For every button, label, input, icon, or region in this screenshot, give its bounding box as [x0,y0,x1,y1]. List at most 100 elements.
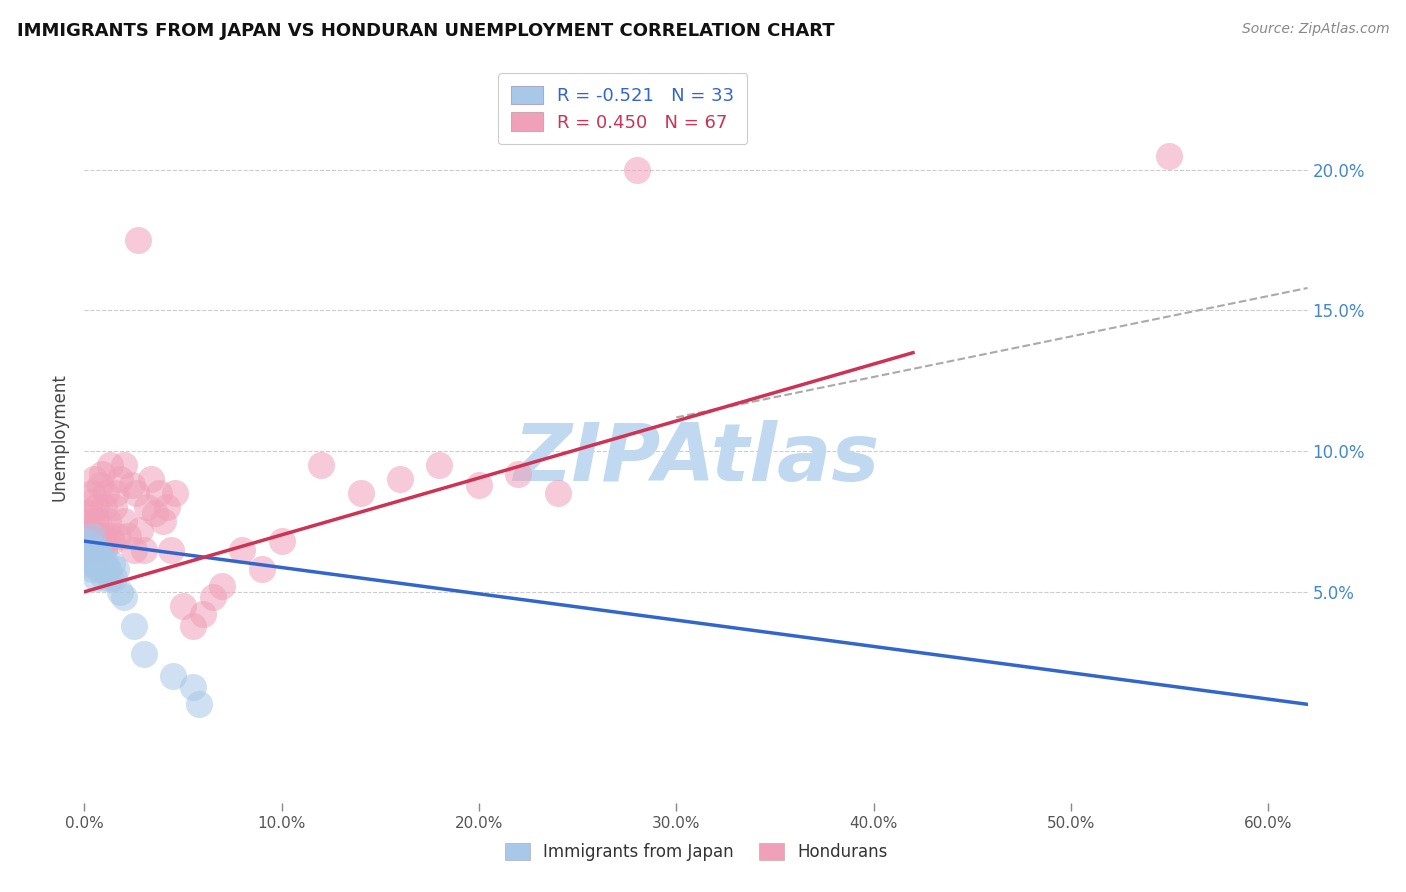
Point [181,618,204,632]
Point [191,607,214,622]
Point [132,542,155,557]
Point [93,571,115,585]
Point [79,528,101,542]
Point [83,528,105,542]
Point [349,486,371,500]
Point [77,534,100,549]
Point [82,486,104,500]
Point [82,562,104,576]
Point [97,562,120,576]
Point [122,618,145,632]
Point [77,523,100,537]
Point [103,571,125,585]
Point [93,557,115,571]
Point [94,557,117,571]
Point [152,515,174,529]
Point [98,571,121,585]
Point [389,472,412,486]
Point [231,542,253,557]
Point [181,681,204,695]
Point [108,472,131,486]
Point [84,500,107,515]
Point [94,486,117,500]
Point [82,534,104,549]
Point [75,528,97,542]
Point [84,542,107,557]
Point [87,542,110,557]
Point [77,506,100,520]
Point [83,542,105,557]
Point [98,528,121,542]
Point [75,534,97,549]
Point [172,599,194,613]
Point [270,534,292,549]
Point [121,478,143,492]
Point [97,515,120,529]
Point [141,472,163,486]
Text: ZIPAtlas: ZIPAtlas [513,420,879,498]
Point [165,486,187,500]
Point [103,500,125,515]
Point [87,534,110,549]
Point [127,233,149,247]
Point [101,534,124,549]
Point [124,486,146,500]
Point [132,647,155,661]
Point [508,467,530,481]
Point [547,486,569,500]
Point [108,584,131,599]
Point [79,542,101,557]
Point [145,506,167,520]
Point [83,557,105,571]
Point [156,500,179,515]
Point [136,500,159,515]
Point [89,557,111,571]
Point [112,458,135,473]
Point [309,458,332,473]
Point [93,542,115,557]
Point [82,523,104,537]
Point [89,542,111,557]
Point [84,515,107,529]
Point [91,551,114,566]
Point [1159,149,1181,163]
Point [91,528,114,542]
Point [79,495,101,509]
Point [468,478,491,492]
Y-axis label: Unemployment: Unemployment [51,373,69,501]
Point [128,523,150,537]
Point [87,515,110,529]
Text: IMMIGRANTS FROM JAPAN VS HONDURAN UNEMPLOYMENT CORRELATION CHART: IMMIGRANTS FROM JAPAN VS HONDURAN UNEMPL… [17,22,835,40]
Point [112,515,135,529]
Point [626,162,648,177]
Point [187,698,209,712]
Point [211,579,233,593]
Point [93,500,115,515]
Point [104,486,127,500]
Point [91,562,114,576]
Point [89,478,111,492]
Point [84,551,107,566]
Point [104,562,127,576]
Point [429,458,451,473]
Point [162,669,184,683]
Point [84,571,107,585]
Point [122,542,145,557]
Point [148,486,170,500]
Point [83,472,105,486]
Point [201,591,224,605]
Point [77,542,100,557]
Point [83,542,105,557]
Point [77,557,100,571]
Point [94,534,117,549]
Point [89,548,111,562]
Point [101,557,124,571]
Point [117,528,139,542]
Point [87,562,110,576]
Text: Source: ZipAtlas.com: Source: ZipAtlas.com [1241,22,1389,37]
Point [91,467,114,481]
Point [82,528,104,542]
Point [160,542,183,557]
Point [82,548,104,562]
Point [250,562,273,576]
